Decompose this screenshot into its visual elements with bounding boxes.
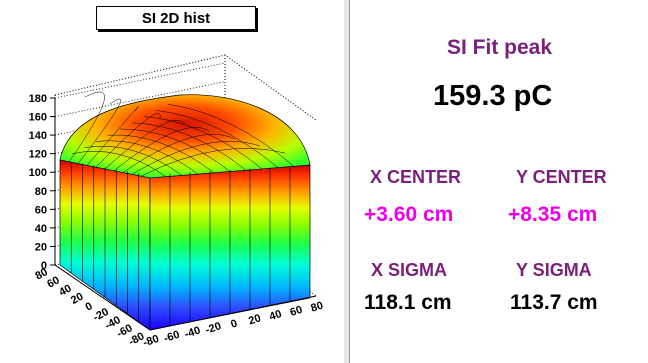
x-tick-label: 80 [33,266,49,282]
grid-line [54,81,226,117]
mesh-line [140,148,286,177]
y-tick-label: 60 [289,304,304,319]
y-tick-label: -20 [204,320,223,336]
z-tick-label: 40 [35,223,47,235]
mesh-line [113,127,211,171]
fit-peak-title: SI Fit peak [447,36,553,59]
x-tick-label: 20 [69,291,85,307]
y-axis: -80 -60 -40 -20 0 20 40 60 80 [142,295,325,349]
y-tick-label: -60 [162,329,181,345]
mesh-line [131,141,261,175]
x-axis-line [54,264,151,331]
z-tick-label: 160 [29,112,47,124]
z-tick-label: 120 [29,149,47,161]
z-axis: 0 20 40 60 80 100 120 140 160 180 [29,93,56,272]
grid-line [54,62,226,99]
z-tick-label: 60 [35,204,47,216]
y-tick-label: 40 [268,308,283,323]
y-tick-label: 0 [229,317,239,330]
mesh-line [68,91,105,162]
z-tick-label: 20 [35,241,47,253]
y-center-label: Y CENTER [516,167,607,187]
x-tick-label: 60 [45,274,61,290]
plot-title: SI 2D hist [96,6,256,30]
mesh-line [107,134,215,173]
results-pad[interactable] [349,0,648,363]
mesh-line [155,110,279,168]
mesh-line [122,134,236,173]
mesh-line [95,113,161,168]
pad-divider [344,0,349,363]
mesh-line [83,145,183,176]
y-sigma-label: Y SIGMA [516,260,592,280]
y-tick-label: 80 [309,300,324,315]
mesh-line [71,151,167,177]
z-tick-label: 100 [29,167,47,179]
mesh-line [131,122,247,171]
z-tick-label: 140 [29,130,47,142]
z-tick-label: 0 [41,260,47,272]
y-tick-label: 20 [247,312,262,327]
z-tick-label: 80 [35,186,47,198]
y-tick-label: -80 [142,333,161,349]
x-tick-label: 40 [57,282,73,298]
y-sigma-value: 113.7 cm [510,291,598,314]
mesh-line [119,128,231,172]
y-center-value: +8.35 cm [508,203,598,226]
mesh-line [86,106,140,166]
x-center-value: +3.60 cm [364,203,454,226]
mesh-line [77,98,121,164]
y-tick-label: -40 [183,324,202,340]
lego-top-surface [59,94,311,179]
mesh-line [143,116,263,170]
fit-peak-value: 159.3 pC [433,80,553,112]
x-sigma-value: 118.1 cm [364,291,452,314]
x-tick-label: 0 [84,300,95,313]
y-axis-line [149,295,317,331]
mesh-line [167,103,295,167]
z-tick-label: 180 [29,93,47,105]
x-sigma-label: X SIGMA [371,260,448,280]
x-center-label: X CENTER [370,167,462,187]
